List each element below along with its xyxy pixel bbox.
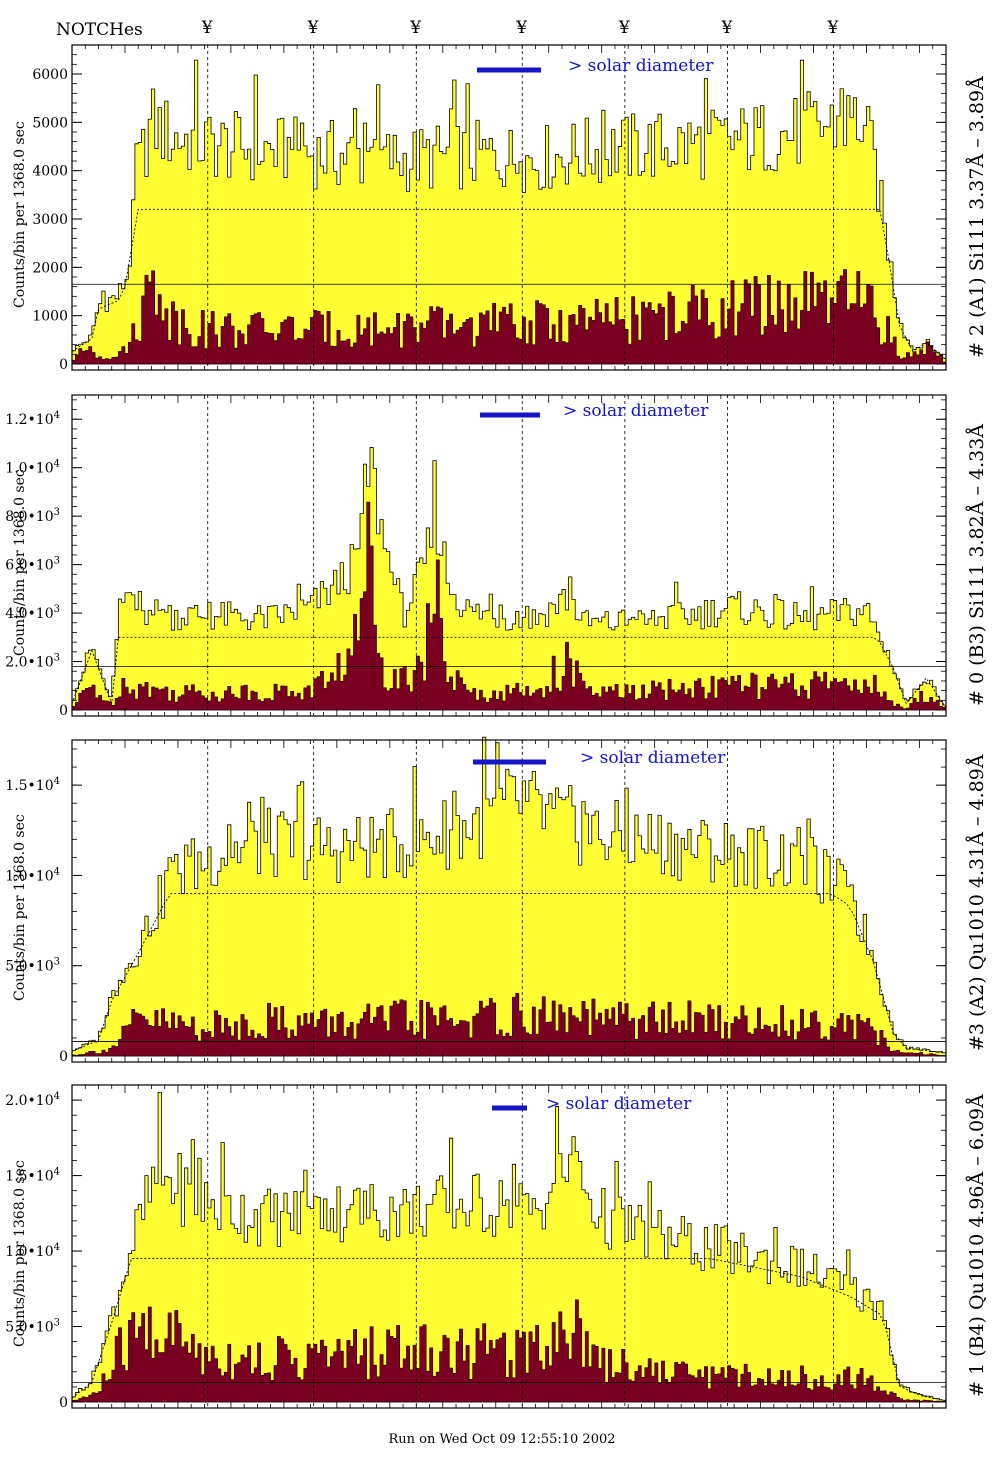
panel-0-ytick-label-5: 5000 xyxy=(32,115,68,131)
panel-0-ylabel: Counts/bin per 1368.0 sec xyxy=(12,120,28,308)
panel-2-ylabel: Counts/bin per 1368.0 sec xyxy=(12,814,28,1001)
panel-1-ytick-label-6: 1.2•104 xyxy=(5,410,60,428)
panel-3-ytick-label-1: 5.0•103 xyxy=(5,1318,60,1336)
panel-1-ylabel: Counts/bin per 1368.0 sec xyxy=(12,468,28,656)
panel-1-right-label: # 0 (B3) Si111 3.82Å – 4.33Å xyxy=(966,423,988,706)
panel-2-legend-text: > solar diameter xyxy=(580,748,726,768)
panel-2-right-label: #3 (A2) Qu1010 4.31Å – 4.89Å xyxy=(966,754,988,1051)
panel-0-ytick-label-4: 4000 xyxy=(32,164,68,180)
panel-3-ytick-label-0: 0 xyxy=(59,1395,68,1411)
panel-1-legend-text: > solar diameter xyxy=(563,401,709,421)
notch-marker-0: ¥ xyxy=(201,18,213,38)
panel-0-ytick-label-2: 2000 xyxy=(32,260,68,276)
panel-1-plateau-curve xyxy=(71,636,947,709)
panel-0-ytick-label-1: 1000 xyxy=(32,309,68,325)
panel-1-ytick-label-3: 6.0•103 xyxy=(5,556,60,574)
panel-3-total-counts-histogram xyxy=(71,1091,947,1403)
panel-0-ytick-label-6: 6000 xyxy=(32,67,68,83)
panel-3-ytick-label-4: 2.0•104 xyxy=(5,1091,60,1109)
panel-0-plateau-curve xyxy=(71,208,947,361)
run-timestamp-label: Run on Wed Oct 09 12:55:10 2002 xyxy=(388,1432,616,1447)
panel-3-lower-counts-histogram xyxy=(71,1299,947,1403)
panel-2-ytick-label-1: 5.0•103 xyxy=(5,957,60,975)
panel-3-ytick-label-2: 1.0•104 xyxy=(5,1242,60,1260)
panel-3-legend-text: > solar diameter xyxy=(546,1094,692,1114)
panel-0-ytick-label-0: 0 xyxy=(59,357,68,373)
panel-1-ytick-label-1: 2.0•103 xyxy=(5,653,60,671)
panel-3-right-label: # 1 (B4) Qu1010 4.96Å – 6.09Å xyxy=(966,1093,988,1397)
panel-2-ytick-label-0: 0 xyxy=(59,1049,68,1065)
notch-marker-6: ¥ xyxy=(827,18,839,38)
panel-1-ytick-label-0: 0 xyxy=(59,703,68,719)
panel-3-ytick-label-3: 1.5•104 xyxy=(5,1167,60,1185)
notch-marker-4: ¥ xyxy=(618,18,630,38)
panel-0-right-label: # 2 (A1) Si111 3.37Å – 3.89Å xyxy=(966,75,988,358)
panel-0-ytick-label-3: 3000 xyxy=(32,212,68,228)
notch-marker-1: ¥ xyxy=(307,18,319,38)
notch-marker-2: ¥ xyxy=(410,18,422,38)
panel-2-ytick-label-3: 1.5•104 xyxy=(5,776,60,794)
panel-1-total-counts-histogram xyxy=(71,447,947,711)
notches-label: NOTCHes xyxy=(56,20,143,40)
panel-1-lower-counts-histogram xyxy=(71,501,947,711)
panel-3-plateau-curve xyxy=(71,1258,947,1402)
panel-0-legend-text: > solar diameter xyxy=(568,56,714,76)
notch-marker-3: ¥ xyxy=(516,18,528,38)
panel-1-ytick-label-4: 8.0•103 xyxy=(5,507,60,525)
panel-1-ytick-label-5: 1.0•104 xyxy=(5,459,60,477)
notch-marker-5: ¥ xyxy=(721,18,733,38)
panel-1-ytick-label-2: 4.0•103 xyxy=(5,604,60,622)
panel-2-ytick-label-2: 1.0•104 xyxy=(5,866,60,884)
panel-3-ylabel: Counts/bin per 1368.0 sec xyxy=(12,1159,28,1347)
